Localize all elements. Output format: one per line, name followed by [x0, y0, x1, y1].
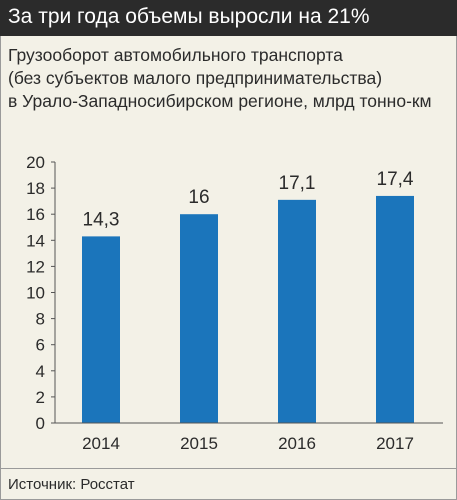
y-tick-label: 18: [26, 179, 45, 198]
y-tick-label: 10: [26, 284, 45, 303]
x-tick-label-2014: 2014: [82, 434, 120, 453]
bar-2017: [376, 195, 414, 423]
x-tick-label-2017: 2017: [376, 434, 414, 453]
subtitle-line-1: Грузооборот автомобильного транспорта: [8, 45, 343, 65]
footer-divider: [0, 468, 457, 469]
data-label-2015: 16: [188, 187, 209, 208]
data-label-2014: 14,3: [83, 209, 120, 230]
y-axis: 0 2 4 6 8 10 12 14 16 18 20: [26, 153, 55, 433]
y-tick-label: 4: [36, 362, 45, 381]
chart-title: За три года объемы выросли на 21%: [8, 5, 370, 28]
y-tick-label: 6: [36, 336, 45, 355]
data-label-2016: 17,1: [279, 173, 316, 194]
y-tick-label: 16: [26, 205, 45, 224]
x-tick-label-2016: 2016: [278, 434, 316, 453]
y-tick-label: 0: [36, 414, 45, 433]
y-tick-label: 20: [26, 153, 45, 172]
y-tick-label: 8: [36, 310, 45, 329]
chart-subtitle: Грузооборот автомобильного транспорта (б…: [8, 44, 432, 113]
bar-2015: [180, 214, 218, 423]
source-note: Источник: Росстат: [8, 476, 135, 493]
bar-2014: [82, 236, 120, 423]
header-bar: За три года объемы выросли на 21%: [0, 0, 457, 36]
data-label-2017: 17,4: [377, 169, 414, 190]
bars-group: 14,3 16 17,1 17,4: [82, 169, 414, 423]
y-tick-label: 12: [26, 257, 45, 276]
y-tick-label: 14: [26, 231, 45, 250]
subtitle-line-2: (без субъектов малого предпринимательств…: [8, 68, 383, 88]
x-axis: 2014 2015 2016 2017: [82, 434, 414, 453]
y-tick-label: 2: [36, 388, 45, 407]
x-tick-label-2015: 2015: [180, 434, 218, 453]
subtitle-line-3: в Урало-Западносибирском регионе, млрд т…: [8, 91, 432, 111]
bar-2016: [278, 199, 316, 423]
